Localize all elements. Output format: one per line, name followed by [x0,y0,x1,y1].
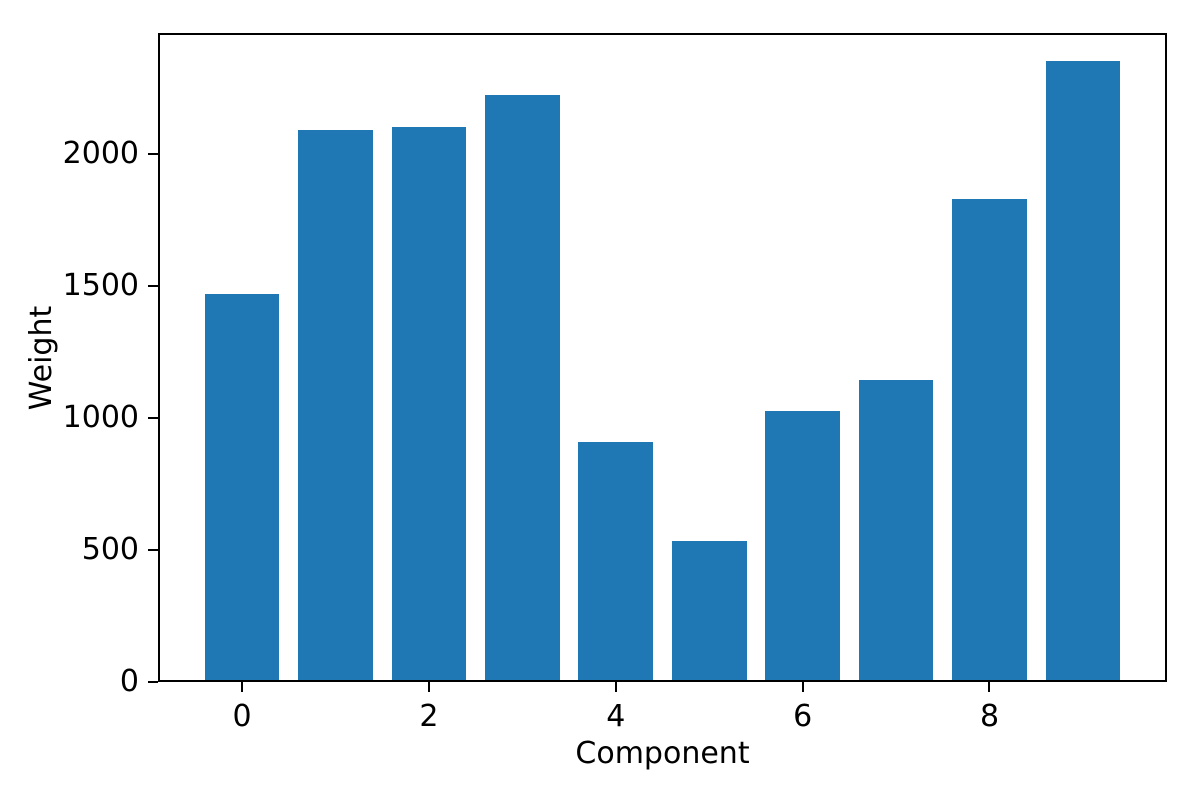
bar-component-1 [298,129,373,682]
y-tick-mark [148,681,158,683]
y-tick-mark [148,416,158,419]
y-tick-mark [148,548,158,551]
x-tick-mark [241,682,244,692]
x-tick-label: 6 [793,699,813,734]
y-tick-label: 1000 [62,399,139,435]
bar-component-5 [671,541,747,682]
y-tick-label: 1500 [62,267,139,303]
bar-component-9 [1045,61,1121,682]
y-tick-mark [148,284,158,287]
x-tick-label: 2 [419,699,439,734]
bar-component-6 [765,410,840,682]
y-axis-label: Weight [24,305,59,410]
x-tick-mark [614,682,617,692]
y-tick-label: 500 [81,531,139,567]
bar-component-8 [952,198,1027,682]
bar-component-7 [858,379,934,682]
bar-component-3 [484,95,560,682]
x-tick-label: 8 [979,699,1000,734]
y-tick-label: 2000 [62,135,139,171]
y-tick-mark [148,152,158,155]
bar-component-2 [391,127,467,682]
x-tick-mark [801,682,804,692]
x-tick-mark [427,682,430,692]
y-tick-label: 0 [119,664,139,699]
bar-component-4 [578,442,654,682]
x-tick-label: 4 [606,699,626,734]
x-tick-mark [988,682,991,692]
x-axis-label: Component [575,736,750,771]
x-tick-label: 0 [232,699,252,734]
bar-component-0 [204,293,280,682]
